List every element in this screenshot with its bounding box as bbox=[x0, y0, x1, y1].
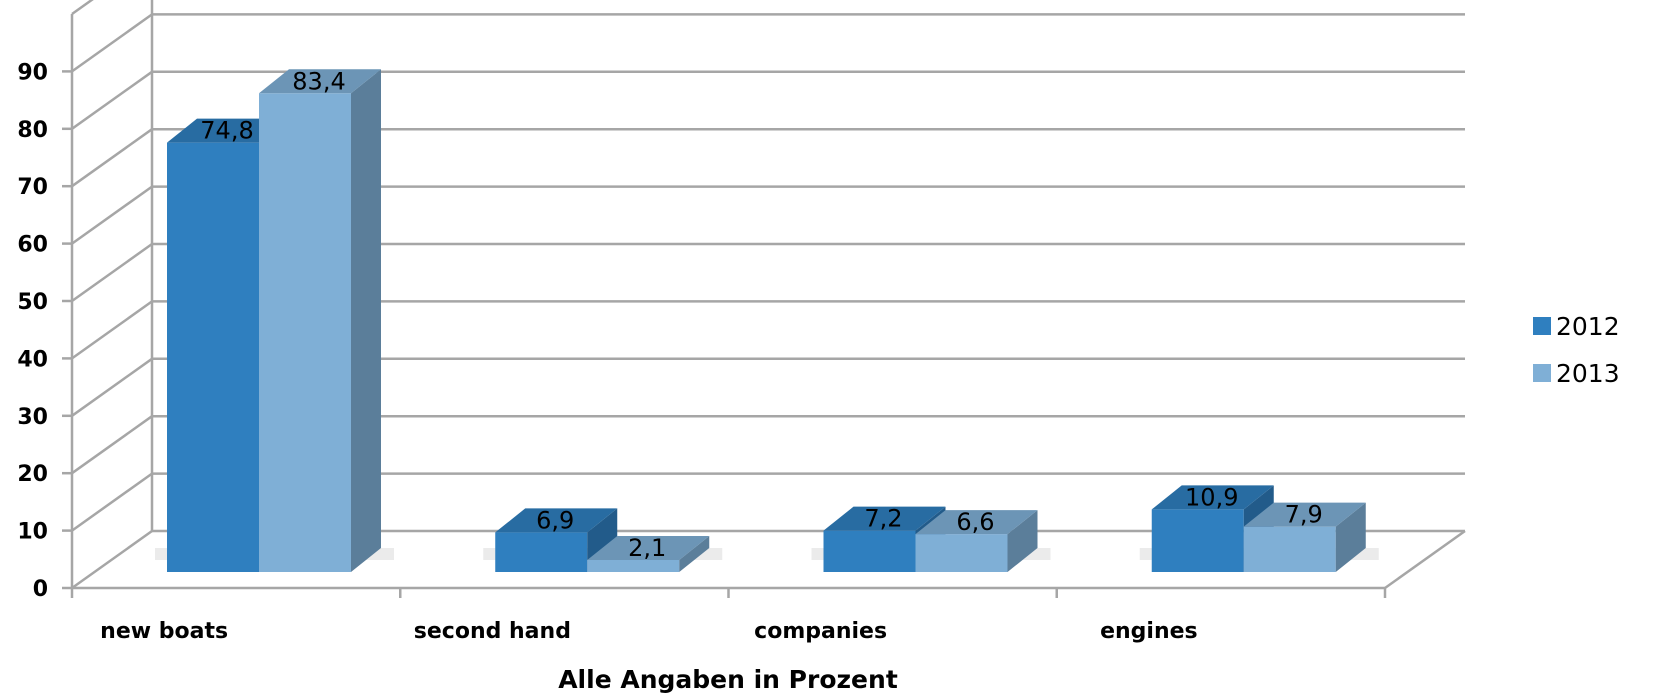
bar-side bbox=[1007, 510, 1038, 572]
gridline-side bbox=[71, 185, 153, 245]
gridline-side bbox=[71, 529, 153, 590]
gridline-side bbox=[71, 128, 153, 188]
bar-front bbox=[167, 142, 259, 572]
floor-right-edge bbox=[1384, 529, 1466, 590]
bar-front bbox=[915, 534, 1008, 572]
gridline-side bbox=[71, 472, 153, 532]
bar-side bbox=[351, 69, 381, 572]
data-label: 7,9 bbox=[1285, 501, 1323, 529]
gridline-side bbox=[71, 357, 153, 417]
gridline-side bbox=[71, 415, 153, 475]
data-label: 6,9 bbox=[536, 506, 574, 534]
x-category-label: second hand bbox=[414, 619, 571, 644]
bar-top bbox=[1243, 502, 1366, 527]
y-tick-label: 50 bbox=[17, 290, 48, 315]
y-axis-ticks: 0 10 20 30 40 50 60 70 80 90 bbox=[17, 60, 72, 602]
bar-front bbox=[259, 93, 351, 572]
y-tick-label: 60 bbox=[17, 233, 48, 258]
data-label: 6,6 bbox=[956, 508, 994, 536]
legend-swatch bbox=[1533, 317, 1551, 335]
gridline-side bbox=[71, 242, 153, 303]
data-label: 2,1 bbox=[628, 534, 666, 562]
data-label: 83,4 bbox=[292, 67, 345, 95]
wall-top-side bbox=[71, 0, 94, 16]
bar-top bbox=[167, 118, 289, 143]
data-labels: 74,8 83,4 6,9 2,1 7,2 6,6 10,9 7,9 bbox=[200, 67, 1323, 562]
y-tick-label: 90 bbox=[17, 60, 48, 85]
legend: 2012 2013 bbox=[1533, 312, 1620, 388]
bar-front bbox=[1243, 526, 1336, 572]
gridline-side bbox=[71, 13, 153, 73]
data-label: 74,8 bbox=[200, 117, 253, 145]
y-tick-label: 0 bbox=[33, 577, 48, 602]
x-category-label: engines bbox=[1100, 619, 1198, 644]
bar-top bbox=[823, 506, 946, 531]
legend-label: 2012 bbox=[1556, 312, 1620, 341]
x-axis-categories: new boats second hand companies engines bbox=[70, 588, 1387, 644]
x-axis-title: Alle Angaben in Prozent bbox=[558, 665, 898, 694]
bar-front bbox=[587, 559, 680, 572]
bar-top bbox=[915, 510, 1038, 535]
y-tick-label: 40 bbox=[17, 347, 48, 372]
data-label: 10,9 bbox=[1185, 483, 1238, 511]
y-tick-label: 20 bbox=[17, 462, 48, 487]
data-label: 7,2 bbox=[864, 505, 902, 533]
gridline-side bbox=[71, 300, 153, 360]
bars bbox=[155, 69, 1379, 572]
bar-side bbox=[1335, 502, 1366, 572]
bar-front bbox=[823, 530, 916, 572]
legend-swatch bbox=[1533, 364, 1551, 382]
y-tick-label: 10 bbox=[17, 520, 48, 545]
legend-label: 2013 bbox=[1556, 359, 1620, 388]
bar-side bbox=[679, 535, 710, 572]
y-tick-label: 30 bbox=[17, 405, 48, 430]
y-tick-label: 70 bbox=[17, 175, 48, 200]
gridline-side bbox=[71, 70, 153, 130]
bar-top bbox=[495, 508, 618, 533]
bar-top bbox=[1151, 485, 1274, 510]
y-tick-label: 80 bbox=[17, 118, 48, 143]
bar-front bbox=[1151, 509, 1244, 572]
bar-top bbox=[259, 69, 381, 94]
x-category-label: new boats bbox=[100, 619, 228, 644]
x-category-label: companies bbox=[754, 619, 887, 644]
bar-front bbox=[495, 532, 588, 572]
bar-top bbox=[587, 535, 710, 560]
